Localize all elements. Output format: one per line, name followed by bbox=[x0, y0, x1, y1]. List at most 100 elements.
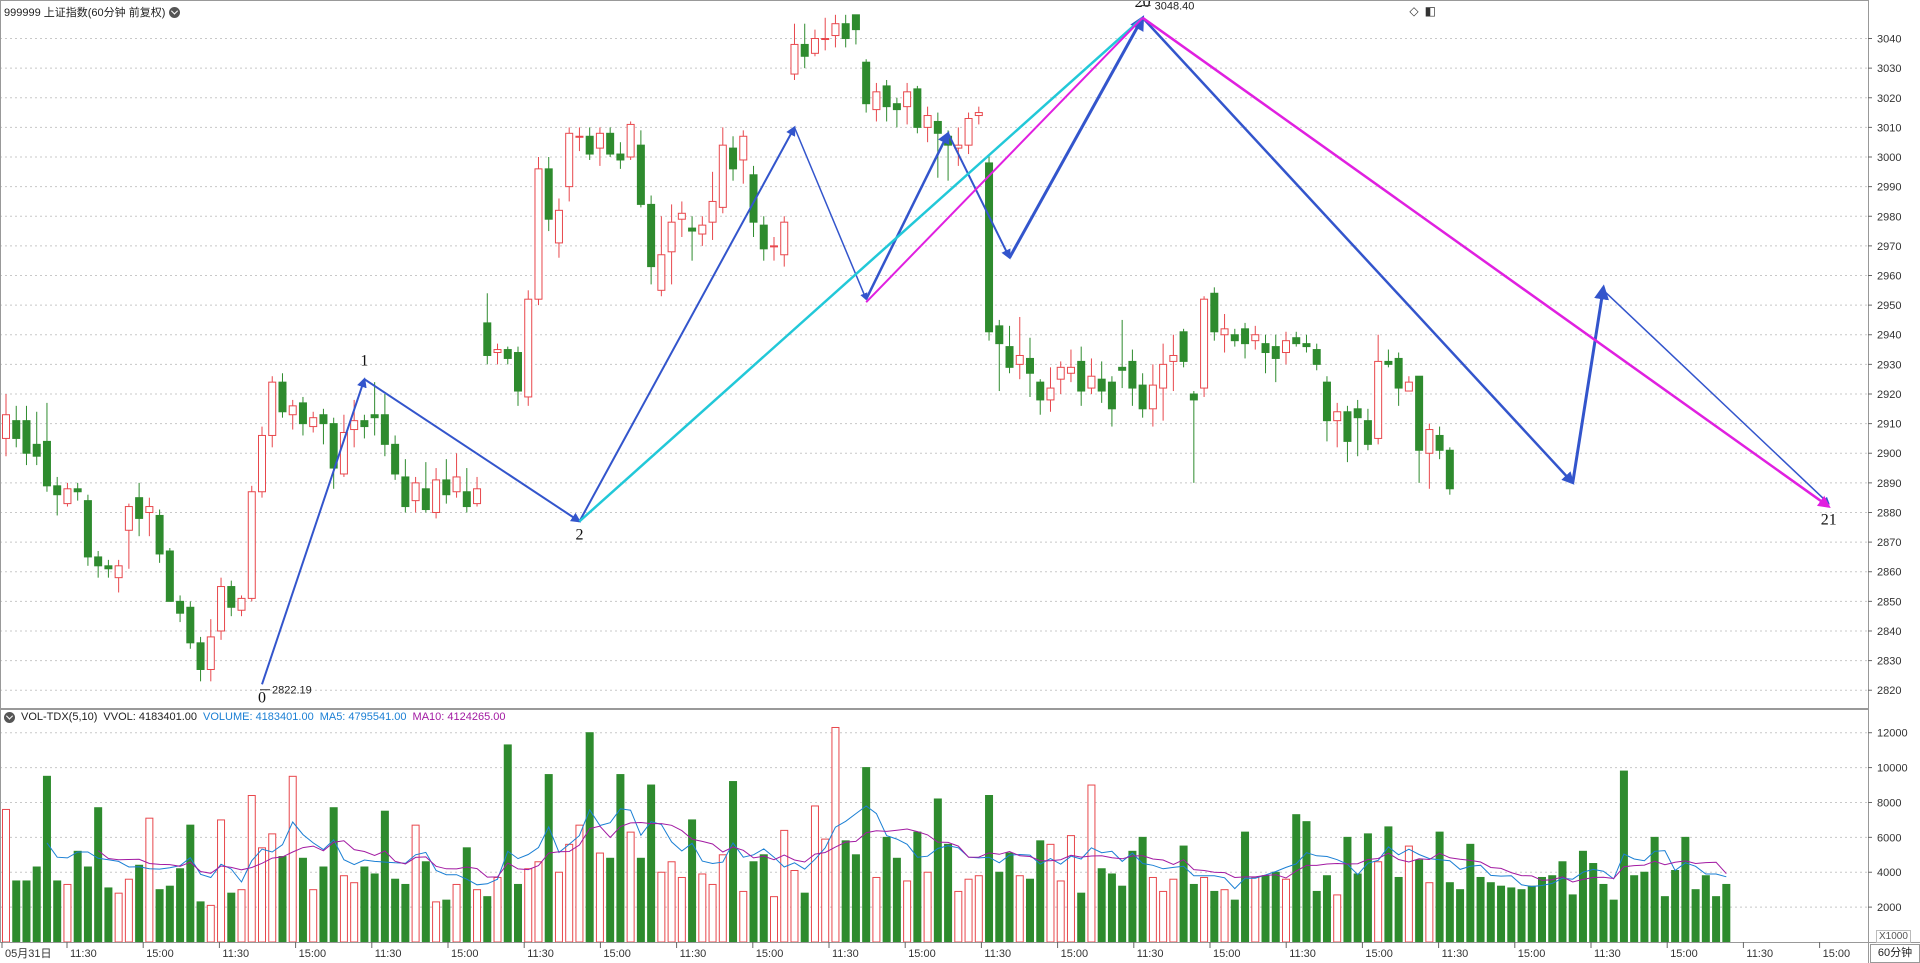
candle-up bbox=[206, 636, 215, 670]
candle-down bbox=[800, 43, 809, 57]
volume-bar-down bbox=[944, 843, 953, 943]
price-tick-label: 2930 bbox=[1877, 359, 1901, 371]
volume-bars bbox=[2, 726, 1731, 943]
volume-bar-down bbox=[1497, 885, 1506, 943]
time-tick-label: 11:30 bbox=[680, 948, 707, 960]
candle-up bbox=[1015, 354, 1024, 365]
volume-bar-up bbox=[708, 883, 717, 943]
price-tick-label: 2860 bbox=[1877, 567, 1901, 579]
volume-bar-down bbox=[882, 836, 891, 943]
volume-bar-down bbox=[1189, 883, 1198, 943]
candle-down bbox=[1128, 360, 1137, 389]
candle-up bbox=[1159, 363, 1168, 389]
wave-line-blue bbox=[363, 378, 582, 523]
wave-line-blue bbox=[865, 131, 950, 300]
volume-bar-up bbox=[974, 875, 983, 943]
candle-down bbox=[892, 103, 901, 111]
price-tick-label: 2910 bbox=[1877, 419, 1901, 431]
candle-down bbox=[22, 420, 31, 454]
volume-bar-down bbox=[544, 774, 553, 943]
volume-bar-down bbox=[1445, 882, 1454, 943]
candle-up bbox=[473, 488, 482, 505]
price-tick-label: 3020 bbox=[1877, 93, 1901, 105]
volume-bar-down bbox=[462, 847, 471, 943]
volume-bar-down bbox=[94, 807, 103, 943]
candle-down bbox=[42, 440, 51, 487]
volume-bar-down bbox=[104, 887, 113, 943]
volume-bar-down bbox=[73, 850, 82, 943]
candle-down bbox=[1435, 434, 1444, 451]
window-toggle-icon[interactable]: ◧ bbox=[1424, 4, 1436, 18]
candle-up bbox=[1282, 340, 1290, 354]
volume-bar-down bbox=[227, 892, 236, 943]
time-tick-label: 11:30 bbox=[70, 948, 97, 960]
volume-bar-down bbox=[1691, 889, 1700, 943]
volume-bar-down bbox=[1548, 875, 1557, 943]
candlesticks bbox=[2, 14, 1454, 682]
candle-up bbox=[2, 414, 10, 439]
volume-bar-up bbox=[657, 871, 666, 943]
volume-bar-down bbox=[1353, 873, 1362, 943]
time-tick-label: 15:00 bbox=[1213, 948, 1241, 960]
candle-down bbox=[1445, 449, 1454, 490]
high-price-label: 3048.40 bbox=[1155, 1, 1195, 13]
volume-bar-down bbox=[1507, 887, 1516, 943]
price-tick-label: 3010 bbox=[1877, 122, 1901, 134]
dropdown-chevron-icon[interactable] bbox=[169, 6, 181, 18]
candle-down bbox=[1415, 375, 1424, 451]
candle-up bbox=[903, 91, 912, 108]
volume-bar-down bbox=[1599, 883, 1608, 943]
indicator-menu-icon[interactable] bbox=[4, 711, 15, 723]
candle-down bbox=[729, 147, 738, 170]
price-tick-label: 2830 bbox=[1877, 656, 1901, 668]
candle-up bbox=[124, 506, 133, 531]
price-tick-label: 2960 bbox=[1877, 270, 1901, 282]
volume-bar-down bbox=[759, 854, 768, 943]
volume-bar-down bbox=[1681, 836, 1690, 943]
candle-down bbox=[636, 144, 645, 205]
volume-bar-up bbox=[790, 869, 799, 943]
volume-bar-down bbox=[1241, 831, 1250, 943]
candle-up bbox=[114, 565, 123, 579]
volume-bar-up bbox=[831, 726, 840, 943]
candle-up bbox=[524, 298, 533, 398]
candle-down bbox=[83, 500, 92, 558]
candle-down bbox=[514, 352, 522, 392]
volume-bar-up bbox=[524, 868, 533, 943]
time-tick-label: 11:30 bbox=[1746, 948, 1773, 960]
price-panel-frame bbox=[0, 0, 1869, 709]
candle-up bbox=[63, 488, 72, 505]
candle-up bbox=[350, 420, 359, 431]
candle-down bbox=[503, 349, 512, 359]
candle-down bbox=[1292, 337, 1301, 345]
diamond-icon[interactable]: ◇ bbox=[1409, 4, 1419, 18]
candle-down bbox=[278, 381, 287, 413]
volume-bar-down bbox=[800, 892, 809, 943]
candle-up bbox=[268, 381, 277, 436]
time-tick-label: 05月31日 bbox=[5, 948, 51, 960]
volume-bar-down bbox=[1435, 831, 1444, 943]
candle-up bbox=[1220, 328, 1229, 336]
volume-bar-down bbox=[1312, 890, 1321, 943]
vol-indicator-name[interactable]: VOL-TDX(5,10) bbox=[21, 711, 98, 723]
volume-bar-up bbox=[350, 882, 359, 943]
candle-down bbox=[585, 135, 594, 155]
top-right-icons: ◇ ◧ bbox=[1409, 4, 1436, 18]
symbol-title: 999999 上证指数(60分钟 前复权) bbox=[4, 7, 166, 19]
wave-line-cyan bbox=[578, 16, 1144, 523]
volume-bar-down bbox=[380, 810, 389, 943]
candle-down bbox=[1363, 420, 1372, 445]
time-tick-label: 15:00 bbox=[299, 948, 327, 960]
volume-bar-up bbox=[1056, 880, 1065, 943]
candle-down bbox=[841, 23, 850, 40]
price-tick-label: 2890 bbox=[1877, 478, 1901, 490]
candle-down bbox=[544, 168, 553, 220]
volume-bar-down bbox=[1302, 821, 1311, 943]
volume-bar-down bbox=[22, 880, 31, 943]
candle-down bbox=[647, 203, 656, 268]
candle-down bbox=[1210, 292, 1219, 333]
volume-bar-down bbox=[196, 901, 205, 943]
candle-down bbox=[319, 414, 328, 425]
volume-bar-down bbox=[1343, 836, 1352, 943]
period-selector[interactable]: 60分钟 bbox=[1870, 944, 1920, 963]
